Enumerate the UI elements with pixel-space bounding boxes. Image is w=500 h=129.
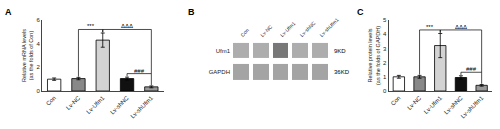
svg-text:ΔΔΔ: ΔΔΔ <box>121 23 133 29</box>
svg-text:Lv-shUfm1: Lv-shUfm1 <box>129 94 154 119</box>
svg-text:Lv-shNC: Lv-shNC <box>443 94 464 115</box>
svg-text:2: 2 <box>383 60 387 66</box>
svg-text:0: 0 <box>383 88 387 94</box>
svg-text:###: ### <box>134 68 145 74</box>
svg-text:Lv-shNC: Lv-shNC <box>299 20 317 38</box>
svg-text:C: C <box>357 7 364 17</box>
svg-text:5: 5 <box>383 17 387 23</box>
svg-text:Relative protein levels(as the: Relative protein levels(as the folds of … <box>367 26 380 85</box>
svg-text:Relative mRNA levels(as the fo: Relative mRNA levels(as the folds of Con… <box>21 29 34 82</box>
svg-text:Con: Con <box>45 95 57 107</box>
svg-text:***: *** <box>426 24 434 30</box>
svg-text:4: 4 <box>36 41 40 47</box>
svg-text:GAPDH: GAPDH <box>209 69 230 75</box>
svg-text:9KD: 9KD <box>334 48 346 54</box>
svg-text:Lv-NC: Lv-NC <box>259 23 274 38</box>
svg-text:2: 2 <box>36 64 40 70</box>
svg-text:ΔΔΔ: ΔΔΔ <box>455 24 467 30</box>
svg-text:3: 3 <box>383 46 387 52</box>
svg-text:Con: Con <box>239 27 250 38</box>
svg-text:1: 1 <box>383 74 387 80</box>
svg-text:Lv-NC: Lv-NC <box>406 94 423 111</box>
svg-text:***: *** <box>87 23 95 29</box>
svg-text:A: A <box>5 7 12 17</box>
svg-text:6: 6 <box>36 17 40 23</box>
svg-text:0: 0 <box>36 88 40 94</box>
svg-text:36KD: 36KD <box>334 69 350 75</box>
svg-text:###: ### <box>466 66 477 72</box>
svg-text:Ufm1: Ufm1 <box>216 48 231 54</box>
svg-text:B: B <box>188 7 195 17</box>
svg-text:Lv-NC: Lv-NC <box>65 94 82 111</box>
svg-text:Lv-shUfm1: Lv-shUfm1 <box>460 94 485 119</box>
svg-text:Lv-shNC: Lv-shNC <box>109 94 130 115</box>
svg-text:4: 4 <box>383 31 387 37</box>
svg-text:Lv-Ufm1: Lv-Ufm1 <box>85 94 106 115</box>
svg-text:Lv-shUfm1: Lv-shUfm1 <box>318 16 339 37</box>
svg-text:Con: Con <box>390 95 402 107</box>
svg-text:Lv-Ufm1: Lv-Ufm1 <box>423 94 444 115</box>
svg-text:Lv-Ufm1: Lv-Ufm1 <box>279 20 297 38</box>
